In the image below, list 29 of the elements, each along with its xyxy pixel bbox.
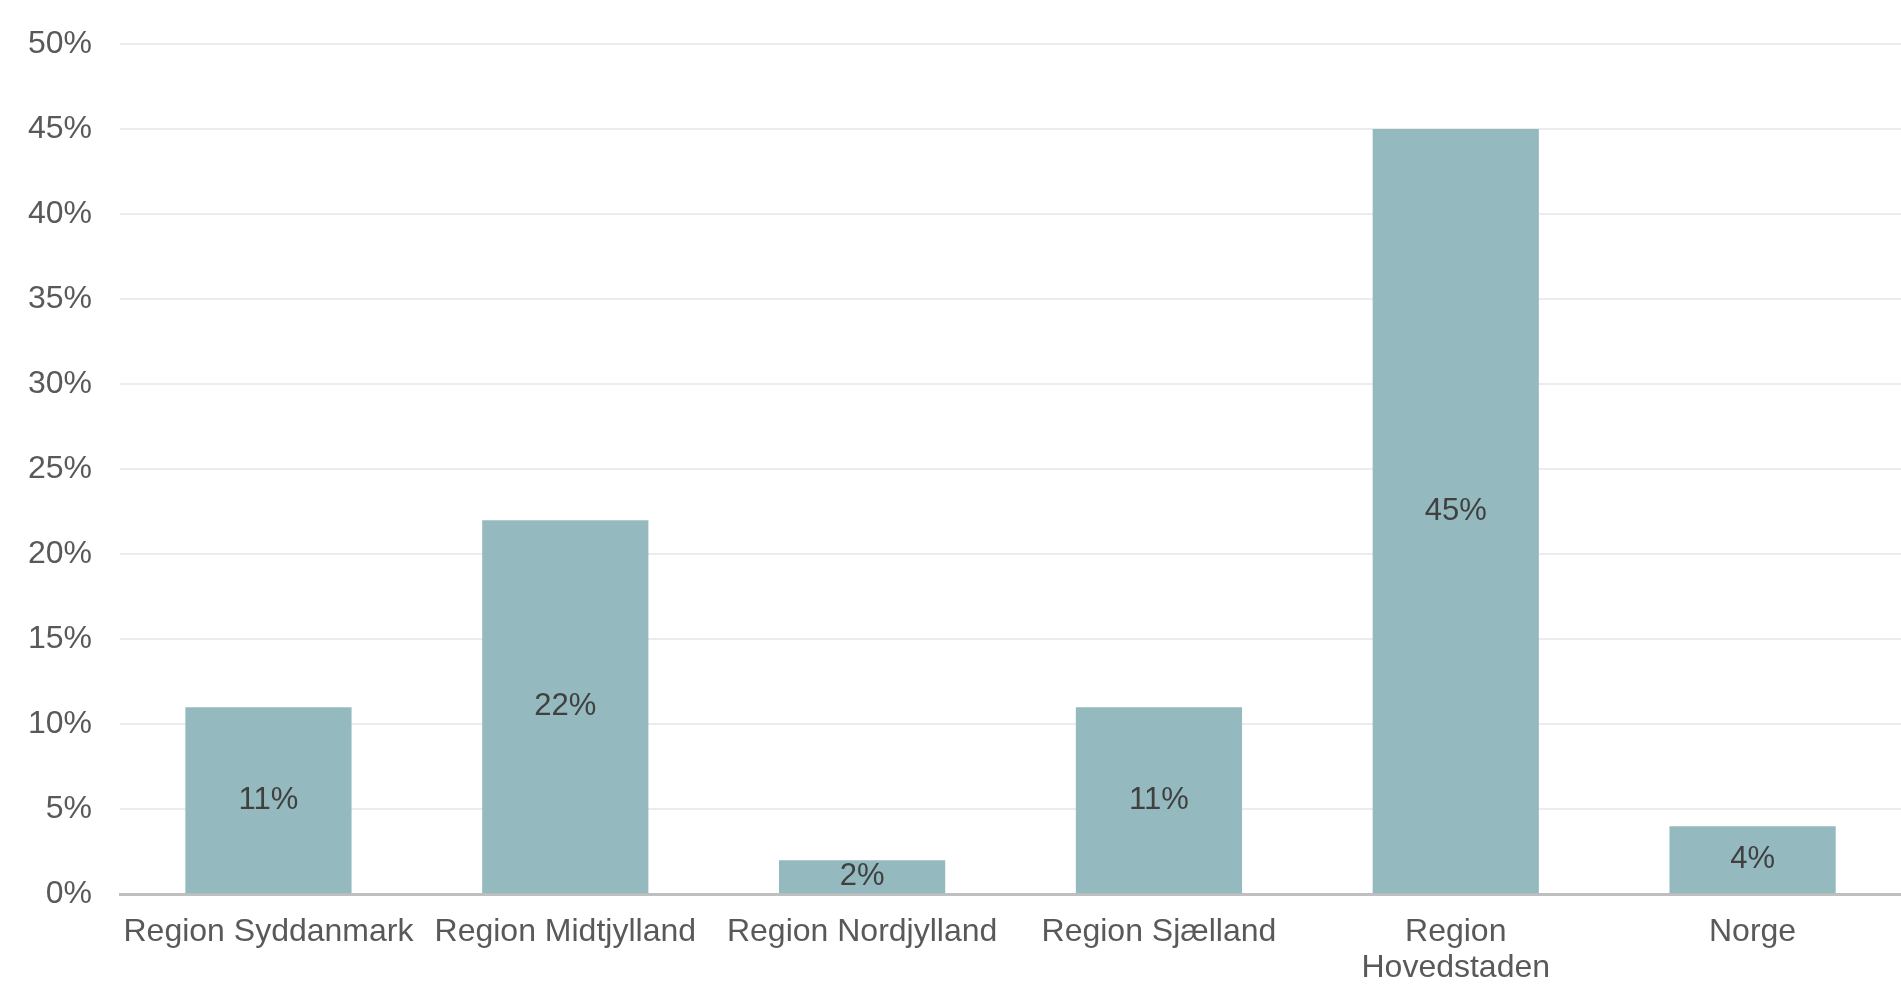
data-label: 11% xyxy=(1129,780,1189,816)
data-label: 2% xyxy=(839,857,885,893)
y-tick-label: 45% xyxy=(28,108,93,145)
data-label: 4% xyxy=(1730,840,1775,876)
x-tick-label: Region Midtjylland xyxy=(434,912,697,949)
data-label: 11% xyxy=(238,780,299,816)
bar xyxy=(779,860,946,894)
x-tick-label: Region Nordjylland xyxy=(726,912,998,949)
y-tick-label: 30% xyxy=(28,363,93,400)
y-tick-label: 0% xyxy=(45,874,93,911)
x-tick-label: Norge xyxy=(1709,912,1797,949)
y-tick-label: 35% xyxy=(28,278,93,315)
bar xyxy=(185,707,352,894)
x-tick-label: Region Syddanmark xyxy=(123,912,415,949)
y-tick-label: 50% xyxy=(28,23,93,60)
bar xyxy=(1075,707,1243,894)
bar xyxy=(482,520,649,894)
data-label: 22% xyxy=(534,687,597,723)
y-tick-label: 15% xyxy=(28,619,93,656)
x-tick-label: Region Hovedstaden xyxy=(1361,912,1551,984)
y-tick-label: 5% xyxy=(45,789,93,826)
x-tick-label: Region Sjælland xyxy=(1041,912,1277,949)
bar xyxy=(1669,826,1836,894)
y-tick-label: 10% xyxy=(28,704,93,741)
y-tick-label: 25% xyxy=(28,448,93,485)
y-tick-label: 20% xyxy=(28,534,93,571)
y-tick-label: 40% xyxy=(28,193,93,230)
data-label: 45% xyxy=(1424,491,1487,527)
bar xyxy=(1372,129,1539,894)
